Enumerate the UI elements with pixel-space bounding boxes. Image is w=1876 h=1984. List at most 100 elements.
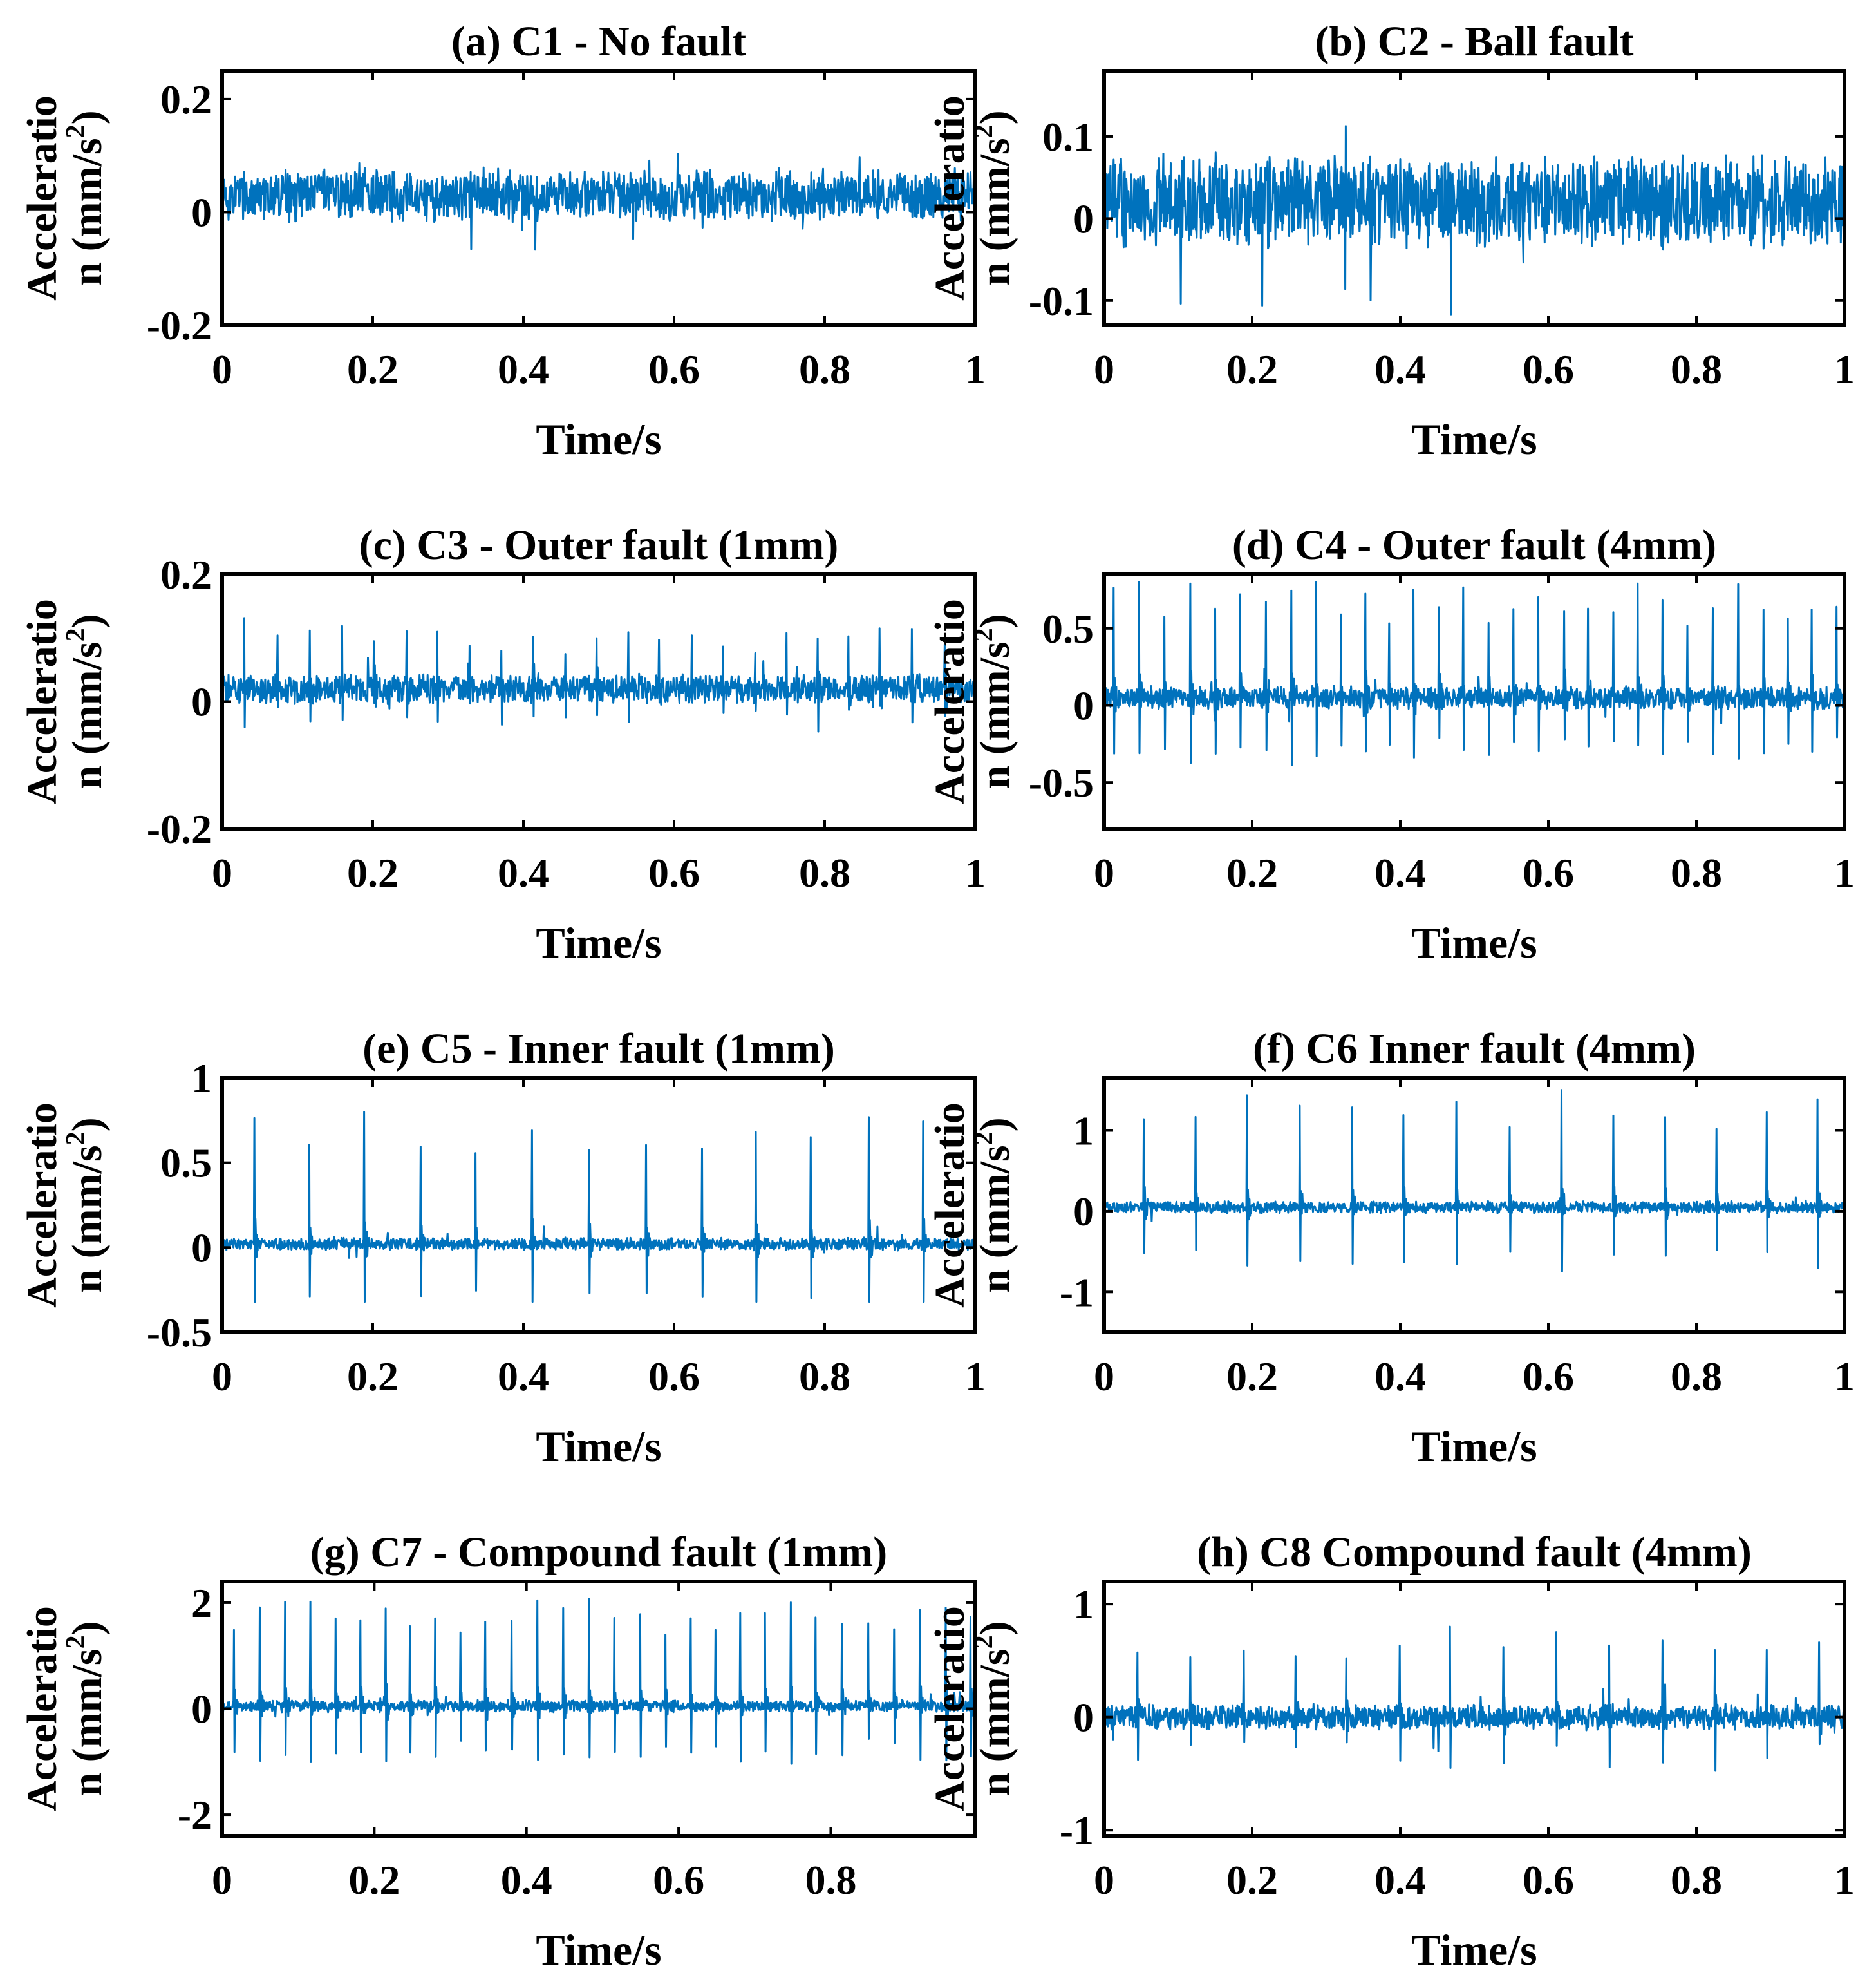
plot-frame-5 bbox=[220, 1076, 977, 1334]
x-tick-label: 1 bbox=[1834, 850, 1855, 896]
chart-title: (f) C6 Inner fault (4mm) bbox=[1253, 1025, 1696, 1072]
y-tick-label: -1 bbox=[1060, 1269, 1094, 1315]
chart-panel-1: 0 0.2 0.4 0.6 0.8 1-0.200.2(a) C1 - No faultT… bbox=[19, 18, 986, 464]
y-tick-label: 0.5 bbox=[1042, 606, 1094, 652]
signal-line-8 bbox=[1103, 1625, 1846, 1772]
x-tick-label: 0.6 bbox=[1523, 346, 1574, 392]
y-tick-label: 1 bbox=[1073, 1582, 1094, 1627]
chart-title: (c) C3 - Outer fault (1mm) bbox=[359, 522, 839, 569]
y-axis-unit: n (mm/s bbox=[971, 138, 1018, 285]
y-axis-label-line1: Acceleratio bbox=[19, 95, 66, 301]
y-axis-unit-close: ) bbox=[64, 614, 111, 628]
chart-panel-5: 0 0.2 0.4 0.6 0.8 1-0.500.51(e) C5 - Inner fa… bbox=[19, 1025, 986, 1471]
signal-line-7 bbox=[221, 1598, 977, 1765]
y-axis-label-line2: n (mm/s2) bbox=[61, 1117, 111, 1292]
x-tick-label: 0.4 bbox=[1374, 1857, 1426, 1903]
y-axis-unit: n (mm/s bbox=[64, 1649, 111, 1796]
x-tick-label: 0 bbox=[212, 1857, 232, 1903]
y-tick-label: -0.2 bbox=[147, 303, 212, 348]
x-tick-label: 0.6 bbox=[648, 346, 700, 392]
y-axis-unit-exponent: 2 bbox=[61, 124, 91, 138]
x-tick-label: 0.8 bbox=[1671, 346, 1722, 392]
x-tick-label: 1 bbox=[1834, 1857, 1855, 1903]
y-axis-unit: n (mm/s bbox=[64, 641, 111, 789]
chart-title: (g) C7 - Compound fault (1mm) bbox=[310, 1529, 887, 1576]
chart-panel-6: 0 0.2 0.4 0.6 0.8 1-101(f) C6 Inner fault (4m… bbox=[926, 1025, 1855, 1471]
chart-title: (d) C4 - Outer fault (4mm) bbox=[1232, 522, 1716, 569]
x-tick-label: 0.6 bbox=[1523, 850, 1574, 896]
x-axis-label: Time/s bbox=[536, 1422, 661, 1471]
y-axis-label-line1: Acceleratio bbox=[926, 599, 973, 804]
x-tick-label: 0 bbox=[1094, 346, 1114, 392]
y-axis-unit-exponent: 2 bbox=[969, 1635, 999, 1649]
y-axis-unit: n (mm/s bbox=[64, 1145, 111, 1292]
x-tick-label: 1 bbox=[965, 346, 986, 392]
x-tick-label: 0.4 bbox=[501, 1857, 552, 1903]
y-axis-unit: n (mm/s bbox=[971, 1145, 1018, 1292]
x-tick-label: 0.8 bbox=[1671, 850, 1722, 896]
x-axis-label: Time/s bbox=[536, 918, 661, 967]
signal-line-2 bbox=[1103, 125, 1846, 316]
y-tick-label: -2 bbox=[178, 1792, 212, 1838]
y-axis-label-line2: n (mm/s2) bbox=[969, 1621, 1018, 1796]
x-tick-label: 0.6 bbox=[648, 1354, 700, 1399]
y-axis-label-line2: n (mm/s2) bbox=[61, 1621, 111, 1796]
y-axis-label-line1: Acceleratio bbox=[926, 95, 973, 301]
x-tick-label: 0.4 bbox=[1374, 1354, 1426, 1399]
y-tick-label: 1 bbox=[1073, 1108, 1094, 1154]
x-tick-label: 0.8 bbox=[799, 1354, 850, 1399]
y-tick-label: -1 bbox=[1060, 1808, 1094, 1853]
y-axis-unit-close: ) bbox=[971, 614, 1018, 628]
chart-panel-2: 0 0.2 0.4 0.6 0.8 1-0.100.1(b) C2 - Ball faul… bbox=[926, 18, 1855, 464]
y-axis-label-line2: n (mm/s2) bbox=[61, 110, 111, 285]
chart-title: (e) C5 - Inner fault (1mm) bbox=[362, 1025, 835, 1072]
y-tick-label: 0.5 bbox=[160, 1140, 212, 1186]
x-tick-label: 0.4 bbox=[1374, 346, 1426, 392]
x-tick-label: 0 bbox=[1094, 850, 1114, 896]
chart-title: (h) C8 Compound fault (4mm) bbox=[1197, 1529, 1752, 1576]
y-tick-label: -0.2 bbox=[147, 806, 212, 852]
y-tick-label: 0.2 bbox=[160, 552, 212, 598]
x-tick-label: 0.4 bbox=[498, 850, 549, 896]
y-tick-label: 0 bbox=[191, 679, 212, 725]
y-tick-label: -0.5 bbox=[147, 1310, 212, 1356]
x-axis-label: Time/s bbox=[536, 1925, 661, 1974]
y-axis-label-line2: n (mm/s2) bbox=[969, 1117, 1018, 1292]
y-axis-unit-close: ) bbox=[971, 1621, 1018, 1635]
x-tick-label: 0.2 bbox=[347, 850, 399, 896]
x-axis-label: Time/s bbox=[536, 415, 661, 464]
y-axis-label-line1: Acceleratio bbox=[926, 1102, 973, 1308]
x-tick-label: 0.2 bbox=[1226, 1857, 1278, 1903]
y-axis-label-line1: Acceleratio bbox=[19, 1606, 66, 1811]
x-tick-label: 0.6 bbox=[1523, 1857, 1574, 1903]
y-tick-label: -0.5 bbox=[1029, 760, 1094, 806]
signal-line-3 bbox=[221, 617, 977, 733]
x-axis-label: Time/s bbox=[1411, 415, 1537, 464]
y-axis-unit-exponent: 2 bbox=[61, 1635, 91, 1649]
y-axis-label-line1: Acceleratio bbox=[19, 599, 66, 804]
x-tick-label: 0.2 bbox=[347, 1354, 399, 1399]
y-axis-label-line1: Acceleratio bbox=[19, 1102, 66, 1308]
y-tick-label: 0 bbox=[191, 1225, 212, 1271]
y-tick-label: -0.1 bbox=[1029, 278, 1094, 324]
plot-frame-8 bbox=[1102, 1580, 1846, 1838]
y-axis-label-line2: n (mm/s2) bbox=[61, 614, 111, 789]
y-axis-label-line1: Acceleratio bbox=[926, 1606, 973, 1811]
signal-line-5 bbox=[221, 1111, 977, 1303]
x-tick-label: 0.2 bbox=[1226, 1354, 1278, 1399]
x-tick-label: 0 bbox=[1094, 1857, 1114, 1903]
x-tick-label: 0.6 bbox=[653, 1857, 704, 1903]
y-tick-label: 0 bbox=[191, 1686, 212, 1732]
x-tick-label: 0.8 bbox=[805, 1857, 856, 1903]
y-axis-unit-close: ) bbox=[971, 1117, 1018, 1131]
x-tick-label: 0 bbox=[212, 346, 232, 392]
plot-frame-2 bbox=[1102, 69, 1846, 327]
plot-frame-4 bbox=[1102, 572, 1846, 831]
y-tick-label: 0 bbox=[1073, 196, 1094, 241]
y-axis-label-line2: n (mm/s2) bbox=[969, 614, 1018, 789]
x-tick-label: 1 bbox=[1834, 346, 1855, 392]
